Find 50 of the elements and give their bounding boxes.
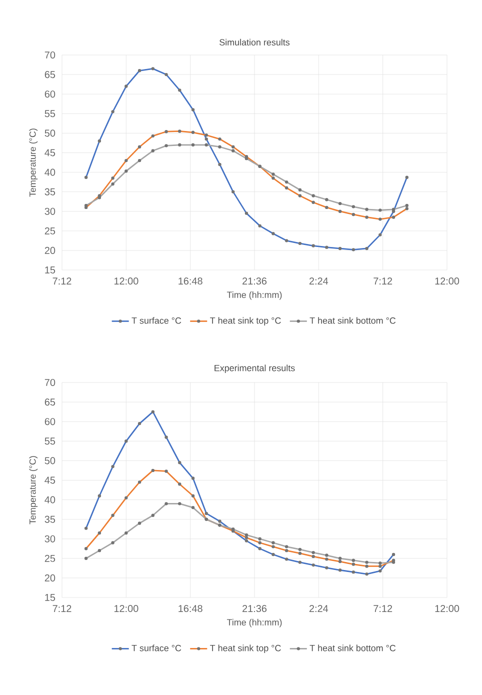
x-tick-label: 7:12	[374, 278, 392, 284]
x-tick-label: 16:48	[178, 605, 202, 612]
y-tick-label: 20	[44, 574, 56, 582]
legend-label: T heat sink bottom °C	[310, 644, 396, 652]
x-tick-label: 21:36	[242, 605, 267, 612]
y-tick-label: 65	[44, 398, 56, 406]
x-axis-title: Time (hh:mm)	[226, 618, 282, 628]
y-tick-label: 65	[44, 71, 56, 78]
y-tick-label: 35	[44, 188, 56, 196]
y-tick-label: 40	[44, 168, 56, 176]
legend-label: T heat sink top °C	[210, 317, 281, 326]
y-tick-label: 55	[44, 110, 56, 118]
y-tick-label: 40	[44, 496, 56, 504]
y-tick-label: 25	[44, 227, 56, 234]
y-tick-label: 30	[44, 535, 56, 542]
y-tick-label: 50	[44, 457, 56, 464]
x-tick-label: 2:24	[309, 278, 328, 284]
x-tick-label: 12:00	[114, 278, 138, 285]
x-tick-label: 21:36	[242, 278, 267, 285]
legend-label: T surface °C	[132, 644, 182, 652]
chart-title: Simulation results	[220, 38, 290, 46]
x-tick-label: 12:00	[114, 605, 138, 612]
y-tick-label: 60	[44, 418, 56, 426]
y-axis-title: Temperature (°C)	[29, 128, 38, 197]
x-tick-label: 12:00	[435, 605, 460, 612]
x-tick-label: 2:24	[309, 605, 328, 612]
y-tick-label: 60	[44, 90, 56, 98]
y-tick-label: 50	[44, 130, 56, 137]
y-axis-title: Temperature (°C)	[29, 456, 38, 524]
y-tick-label: 35	[44, 516, 56, 523]
y-tick-label: 70	[44, 51, 56, 59]
y-tick-label: 15	[45, 594, 56, 601]
x-tick-label: 16:48	[178, 278, 202, 285]
y-tick-label: 45	[44, 149, 56, 156]
y-tick-label: 45	[44, 476, 56, 484]
x-axis-title: Time (hh:mm)	[226, 291, 282, 300]
x-tick-label: 7:12	[52, 605, 72, 612]
chart-title: Experimental results	[214, 364, 295, 373]
legend-label: T heat sink bottom °C	[310, 317, 396, 324]
x-tick-label: 12:00	[435, 278, 460, 285]
x-tick-label: 7:12	[374, 605, 392, 612]
y-tick-label: 15	[45, 266, 56, 274]
legend-label: T surface °C	[132, 317, 182, 324]
legend-label: T heat sink top °C	[210, 644, 281, 654]
y-tick-label: 25	[44, 554, 56, 562]
y-tick-label: 20	[44, 246, 56, 254]
y-tick-label: 70	[44, 378, 56, 386]
y-tick-label: 55	[44, 438, 56, 445]
y-tick-label: 30	[44, 208, 56, 215]
x-tick-label: 7:12	[52, 278, 72, 284]
